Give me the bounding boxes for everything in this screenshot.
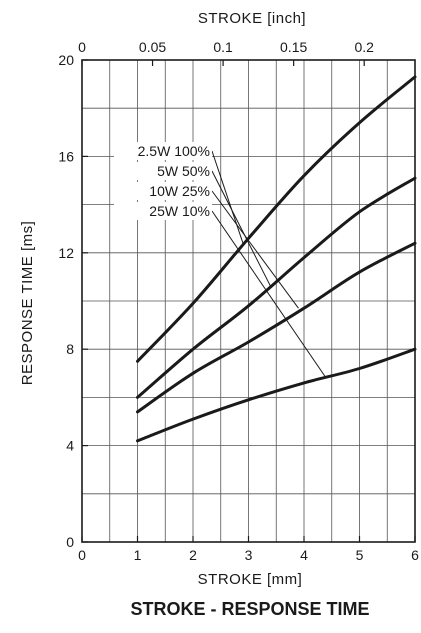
x2-tick-label: 0.1 [213,39,233,55]
series-line-1 [136,75,417,363]
x2-tick-label: 0.15 [280,39,307,55]
legend-entry: 5W 50% [157,163,210,179]
legend-label-background [114,142,212,160]
x-tick-label: 2 [189,547,197,563]
leader-line [211,170,272,287]
series-line-4 [136,347,417,443]
x-tick-label: 0 [78,547,86,563]
y-tick-label: 8 [66,341,74,357]
y-tick-label: 0 [66,534,74,550]
x-tick-label: 4 [300,547,308,563]
y-tick-label: 4 [66,438,74,454]
leader-line [211,210,327,379]
series-lines [136,75,417,443]
legend-entry: 10W 25% [149,183,210,199]
grid [82,60,415,542]
legend-entry: 25W 10% [149,203,210,219]
x2-axis-title: STROKE [inch] [198,10,306,27]
series-line-3 [136,241,417,414]
y-tick-label: 16 [58,148,74,164]
x2-tick-label: 0 [78,39,86,55]
legend-entry: 2.5W 100% [138,143,210,159]
x-tick-label: 1 [134,547,142,563]
x-tick-label: 3 [245,547,253,563]
x2-tick-label: 0.2 [354,39,374,55]
chart-title: STROKE - RESPONSE TIME [130,599,369,619]
legend-label-background [114,182,212,200]
legend-leader-lines [211,150,327,379]
x-tick-label: 6 [411,547,419,563]
x-tick-label: 5 [356,547,364,563]
y-tick-label: 20 [58,52,74,68]
x-axis-title: STROKE [mm] [198,571,303,588]
y-tick-label: 12 [58,245,74,261]
series-line-2 [136,176,417,399]
legend-label-background [114,202,212,220]
leader-line [211,190,299,309]
legend-label-background [114,162,212,180]
x2-tick-label: 0.05 [139,39,166,55]
y-axis-title: RESPONSE TIME [ms] [19,221,36,386]
leader-line [211,150,244,244]
legend: 2.5W 100% 5W 50% 10W 25% 25W 10% [114,142,212,220]
